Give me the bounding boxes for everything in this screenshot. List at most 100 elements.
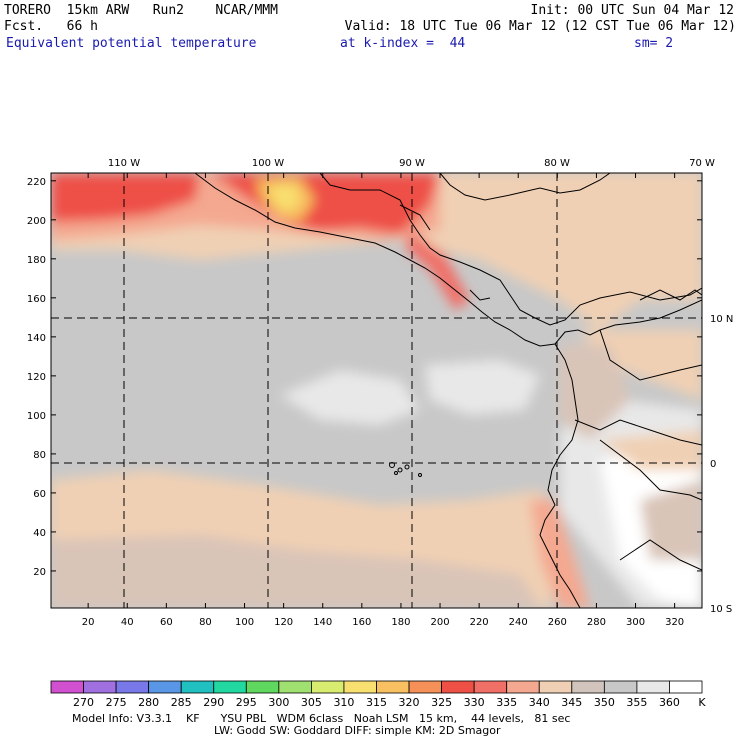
physics-info: LW: Godd SW: Goddard DIFF: simple KM: 2D…	[214, 724, 501, 737]
latitude-label: 0	[710, 459, 716, 470]
colorbar-label: 360	[659, 696, 680, 709]
colorbar-label: 300	[268, 696, 289, 709]
colorbar-label: 325	[431, 696, 452, 709]
longitude-label: 80 W	[544, 158, 570, 169]
model-info: Model Info: V3.3.1 KF YSU PBL WDM 6class…	[72, 712, 571, 725]
galapagos-island	[397, 467, 403, 473]
galapagos-island	[394, 471, 398, 475]
colorbar-swatch	[83, 680, 117, 694]
colorbar-swatch	[343, 680, 377, 694]
colorbar-swatch	[213, 680, 247, 694]
valid-time: Valid: 18 UTC Tue 06 Mar 12 (12 CST Tue …	[344, 19, 736, 34]
y-tick-label: 40	[33, 528, 46, 539]
colorbar-swatch	[603, 680, 638, 694]
colorbar-labels: 270 275 280 285 290 295 300 305 310 315 320 325 330 3…	[73, 696, 706, 709]
colorbar-label: 355	[626, 696, 647, 709]
colorbar-label: 310	[333, 696, 354, 709]
y-tick-label: 220	[27, 177, 46, 188]
colorbar-swatch	[115, 680, 150, 694]
colorbar-swatch	[538, 680, 573, 694]
border-bolivia	[619, 539, 702, 571]
y-tick-label: 180	[27, 255, 46, 266]
x-tick-label: 120	[274, 617, 293, 628]
coastlines	[194, 173, 702, 608]
longitude-label: 100 W	[252, 158, 284, 169]
x-tick-label: 60	[160, 617, 173, 628]
colorbar-swatch	[669, 680, 703, 694]
x-tick-label: 300	[626, 617, 645, 628]
border-nicaragua	[469, 289, 491, 301]
y-tick-label: 120	[27, 372, 46, 383]
x-tick-label: 20	[82, 617, 95, 628]
y-tick-label: 60	[33, 489, 46, 500]
galapagos-island	[418, 473, 422, 477]
colorbar-swatch	[571, 680, 605, 694]
x-tick-label: 240	[509, 617, 528, 628]
y-tick-label: 80	[33, 450, 46, 461]
axis-labels: 220 200 180 160 140 120 100 80 60 40 20 20 40 60 80 100…	[27, 158, 733, 628]
x-tick-label: 80	[199, 617, 212, 628]
colorbar-label: 275	[106, 696, 127, 709]
y-tick-label: 200	[27, 216, 46, 227]
model-name: TORERO 15km ARW Run2 NCAR/MMM	[4, 3, 278, 18]
longitude-label: 70 W	[689, 158, 715, 169]
x-tick-label: 260	[548, 617, 567, 628]
colorbar	[50, 680, 703, 694]
longitude-label: 90 W	[399, 158, 425, 169]
colorbar-swatch	[310, 680, 345, 694]
colorbar-label: 270	[73, 696, 94, 709]
field-name: Equivalent potential temperature	[6, 36, 257, 51]
colorbar-label: 305	[301, 696, 322, 709]
border-ecuador-peru	[574, 419, 702, 446]
coast-venezuela	[639, 289, 702, 301]
colorbar-swatch	[180, 680, 215, 694]
colorbar-label: 315	[366, 696, 387, 709]
colorbar-label: 290	[203, 696, 224, 709]
colorbar-label: 330	[464, 696, 485, 709]
colorbar-label: 295	[236, 696, 257, 709]
colorbar-swatch	[506, 680, 540, 694]
y-tick-label: 160	[27, 294, 46, 305]
x-tick-label: 100	[235, 617, 254, 628]
galapagos-island	[404, 464, 410, 470]
colorbar-swatch	[278, 680, 312, 694]
border-colombia-venezuela	[599, 329, 702, 381]
forecast-hour: Fcst. 66 h	[4, 19, 98, 34]
x-tick-label: 320	[665, 617, 684, 628]
colorbar-label: 350	[594, 696, 615, 709]
caribbean-coast	[319, 173, 702, 326]
x-tick-label: 280	[587, 617, 606, 628]
border-mexico-guatemala	[399, 204, 431, 231]
colorbar-label: 345	[561, 696, 582, 709]
colorbar-swatch	[441, 680, 475, 694]
colorbar-label: 335	[496, 696, 517, 709]
colorbar-swatch	[245, 680, 280, 694]
x-tick-label: 160	[352, 617, 371, 628]
colorbar-label: 320	[399, 696, 420, 709]
colorbar-label: 340	[529, 696, 550, 709]
x-tick-label: 40	[121, 617, 134, 628]
plot-frame	[50, 172, 703, 609]
colorbar-label: 285	[171, 696, 192, 709]
colorbar-swatch	[50, 680, 84, 694]
x-tick-label: 220	[470, 617, 489, 628]
colorbar-swatch	[473, 680, 508, 694]
smoothing-value: sm= 2	[634, 36, 674, 51]
y-tick-label: 140	[27, 333, 46, 344]
init-time: Init: 00 UTC Sun 04 Mar 12	[530, 3, 735, 18]
colorbar-unit: K	[698, 696, 706, 709]
border-peru-brazil	[599, 439, 702, 501]
x-tick-label: 180	[391, 617, 410, 628]
y-tick-label: 100	[27, 411, 46, 422]
colorbar-swatch	[636, 680, 670, 694]
pacific-coast-central-america	[194, 173, 702, 347]
x-tick-label: 200	[430, 617, 449, 628]
latitude-label: 10 S	[710, 604, 732, 615]
y-tick-label: 20	[33, 567, 46, 578]
axis-ticks	[51, 173, 702, 608]
colorbar-swatch	[408, 680, 442, 694]
colorbar-swatch	[376, 680, 410, 694]
x-tick-label: 140	[313, 617, 332, 628]
graticule	[51, 173, 702, 608]
